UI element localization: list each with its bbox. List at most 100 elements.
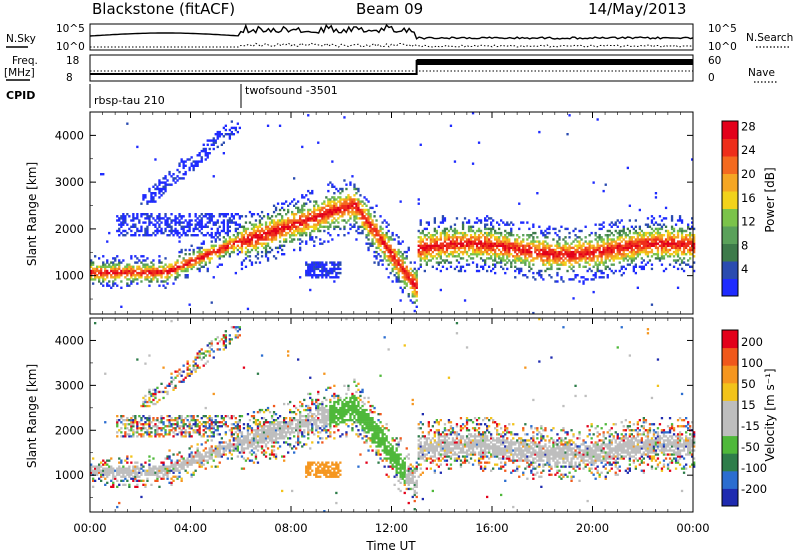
heatmap-cell [516, 234, 519, 237]
heatmap-cell [650, 248, 654, 252]
heatmap-cell [339, 263, 342, 266]
heatmap-cell [158, 471, 161, 474]
heatmap-cell [484, 261, 487, 264]
heatmap-cell [230, 433, 233, 436]
heatmap-cell [578, 250, 581, 254]
heatmap-cell [174, 386, 177, 389]
heatmap-cell [395, 261, 398, 264]
heatmap-cell [644, 231, 648, 235]
heatmap-cell [285, 234, 288, 237]
heatmap-cell [136, 213, 139, 216]
heatmap-cell [484, 246, 487, 250]
heatmap-cell [198, 356, 201, 359]
heatmap-cell [399, 269, 402, 273]
heatmap-cell [397, 253, 400, 256]
heatmap-cell [198, 461, 201, 464]
heatmap-cell [126, 267, 129, 271]
heatmap-cell [256, 242, 260, 245]
heatmap-cell [618, 261, 621, 264]
heatmap-cell [158, 485, 161, 488]
heatmap-cell [178, 465, 181, 468]
heatmap-cell [112, 471, 115, 474]
heatmap-cell [142, 396, 145, 400]
heatmap-cell [650, 215, 654, 218]
heatmap-cell [391, 280, 394, 283]
heatmap-cell [264, 255, 268, 258]
heatmap-cell [150, 280, 153, 283]
heatmap-cell [369, 213, 372, 216]
heatmap-cell [379, 238, 382, 241]
heatmap-cell [437, 244, 440, 247]
heatmap-cell [626, 234, 629, 237]
heatmap-cell [363, 217, 366, 220]
heatmap-cell [349, 204, 352, 207]
heatmap-cell [234, 128, 237, 132]
heatmap-cell [303, 196, 306, 199]
heatmap-cell [172, 386, 175, 389]
heatmap-cell [582, 282, 585, 285]
heatmap-cell [212, 250, 215, 254]
heatmap-cell [289, 240, 292, 243]
heatmap-cell [258, 225, 262, 228]
heatmap-cell [556, 242, 559, 245]
heatmap-cell [178, 451, 181, 454]
heatmap-cell [170, 461, 173, 464]
heatmap-cell [568, 265, 571, 268]
heatmap-cell [393, 259, 396, 262]
heatmap-cell [138, 259, 141, 262]
heatmap-cell [678, 257, 682, 260]
heatmap-cell [437, 250, 440, 254]
heatmap-cell [576, 274, 579, 277]
heatmap-cell [182, 173, 185, 176]
heatmap-cell [580, 238, 583, 241]
heatmap-cell [152, 185, 155, 188]
heatmap-cell [309, 219, 312, 222]
heatmap-cell [188, 259, 191, 262]
heatmap-cell [142, 198, 145, 201]
heatmap-cell [208, 219, 211, 222]
heatmap-cell [162, 463, 165, 466]
heatmap-cell [222, 246, 225, 250]
heatmap-cell [536, 253, 539, 256]
heatmap-cell [228, 253, 231, 256]
heatmap-cell [672, 240, 676, 243]
heatmap-cell [188, 461, 191, 464]
heatmap-cell [262, 231, 266, 235]
heatmap-cell [126, 469, 129, 472]
heatmap-cell [409, 278, 412, 281]
heatmap-cell [260, 242, 264, 245]
heatmap-cell [479, 229, 483, 233]
heatmap-cell [642, 236, 645, 239]
heatmap-cell [670, 219, 674, 222]
heatmap-cell [214, 465, 217, 468]
heatmap-cell [397, 242, 400, 245]
heatmap-cell [254, 255, 258, 258]
heatmap-cell [204, 149, 207, 153]
heatmap-cell [252, 234, 256, 237]
heatmap-cell [391, 238, 394, 241]
heatmap-cell [642, 265, 645, 268]
heatmap-cell [620, 267, 623, 271]
heatmap-cell [528, 246, 531, 250]
heatmap-cell [608, 259, 611, 262]
heatmap-cell [676, 229, 680, 233]
heatmap-cell [192, 459, 195, 462]
heatmap-cell [598, 276, 601, 279]
heatmap-cell [321, 265, 324, 268]
heatmap-cell [630, 250, 633, 254]
heatmap-cell [148, 455, 151, 458]
heatmap-cell [132, 234, 135, 237]
heatmap-cell [624, 244, 627, 247]
heatmap-cell [126, 457, 129, 460]
heatmap-cell [680, 229, 684, 233]
heatmap-cell [162, 461, 165, 464]
heatmap-cell [465, 263, 469, 266]
heatmap-cell [490, 221, 493, 224]
heatmap-cell [170, 213, 173, 216]
heatmap-cell [435, 244, 438, 247]
heatmap-cell [347, 213, 350, 216]
heatmap-cell [156, 433, 159, 436]
heatmap-cell [528, 253, 531, 256]
heatmap-cell [538, 253, 541, 256]
heatmap-cell [373, 215, 376, 218]
